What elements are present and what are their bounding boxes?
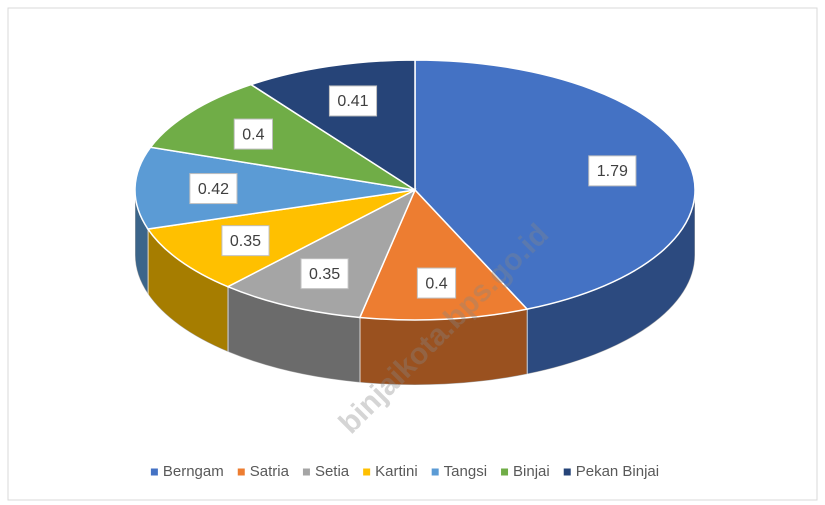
legend-swatch bbox=[150, 468, 158, 476]
value-label-box bbox=[189, 173, 238, 205]
legend-swatch bbox=[237, 468, 245, 476]
legend-swatch bbox=[431, 468, 439, 476]
slice bbox=[149, 83, 416, 191]
side-shade bbox=[527, 190, 695, 375]
value-label: 0.35 bbox=[309, 266, 340, 283]
slice bbox=[226, 188, 417, 319]
value-label-box bbox=[221, 225, 270, 257]
value-label: 0.35 bbox=[230, 233, 261, 250]
side-shade bbox=[147, 229, 228, 352]
slice bbox=[134, 146, 416, 230]
value-label-box bbox=[300, 258, 349, 290]
legend-label: Setia bbox=[315, 463, 350, 480]
legend-label: Berngam bbox=[163, 463, 224, 480]
pie: 1.79 0.4 0.35 0.35 0.42 0.4 0.41 bbox=[134, 59, 696, 386]
side-shade bbox=[359, 309, 528, 385]
value-label-box bbox=[588, 155, 637, 187]
legend-swatch bbox=[302, 468, 310, 476]
legend-label: Binjai bbox=[513, 463, 550, 480]
value-label-box bbox=[328, 85, 378, 117]
slice bbox=[146, 189, 416, 288]
value-label: 0.4 bbox=[425, 275, 447, 292]
value-label-box bbox=[233, 118, 273, 150]
legend-label: Kartini bbox=[375, 463, 418, 480]
legend-label: Pekan Binjai bbox=[576, 463, 659, 480]
value-label: 0.42 bbox=[198, 181, 229, 198]
legend-swatch bbox=[363, 468, 371, 476]
value-label: 0.41 bbox=[337, 93, 368, 110]
value-label: 1.79 bbox=[597, 163, 628, 180]
value-label: 0.4 bbox=[242, 126, 264, 143]
legend-label: Tangsi bbox=[444, 463, 487, 480]
side-shade bbox=[227, 286, 360, 383]
legend-swatch bbox=[563, 468, 571, 476]
legend-label: Satria bbox=[250, 463, 290, 480]
legend: Berngam Satria Setia Kartini Tangsi Binjai Pek… bbox=[150, 463, 659, 480]
side-shade bbox=[135, 190, 148, 295]
legend-swatch bbox=[501, 468, 509, 476]
slice bbox=[414, 59, 696, 310]
value-label-box bbox=[416, 267, 457, 299]
